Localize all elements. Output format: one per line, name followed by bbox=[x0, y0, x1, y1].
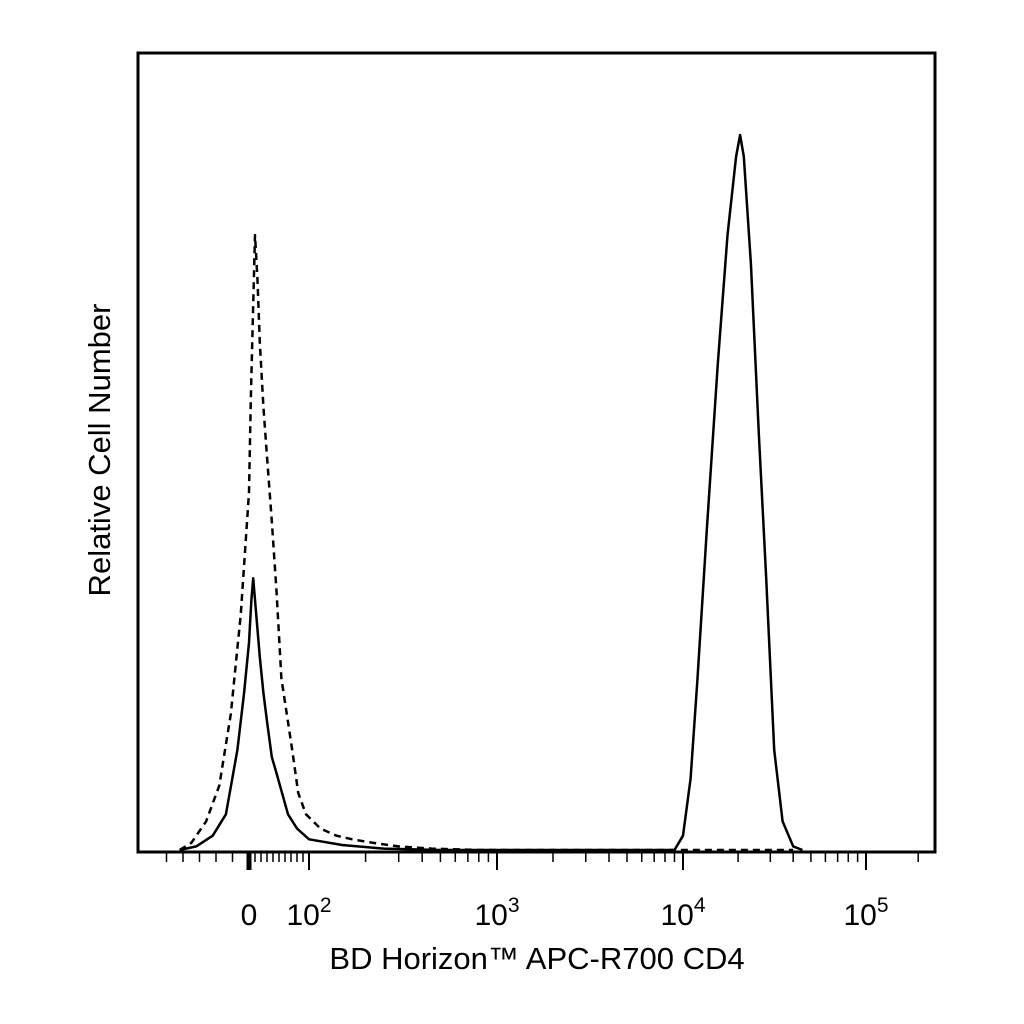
x-axis-tick-labels: 0 102 103 104 105 bbox=[241, 894, 889, 932]
y-axis-title: Relative Cell Number bbox=[82, 304, 117, 597]
tick-label: 0 bbox=[241, 899, 258, 932]
x-axis-title: BD Horizon™ APC-R700 CD4 bbox=[329, 941, 744, 976]
series-layer bbox=[179, 133, 803, 852]
plot-frame bbox=[136, 51, 937, 854]
tick-label: 105 bbox=[843, 894, 888, 932]
tick-label: 104 bbox=[660, 894, 705, 932]
x-axis-major-ticks bbox=[246, 852, 867, 870]
tick-label: 102 bbox=[286, 894, 331, 932]
tick-label: 103 bbox=[474, 894, 519, 932]
series-line-solid bbox=[179, 133, 803, 852]
series-line-dashed bbox=[179, 233, 794, 852]
x-axis-minor-ticks bbox=[165, 852, 919, 862]
